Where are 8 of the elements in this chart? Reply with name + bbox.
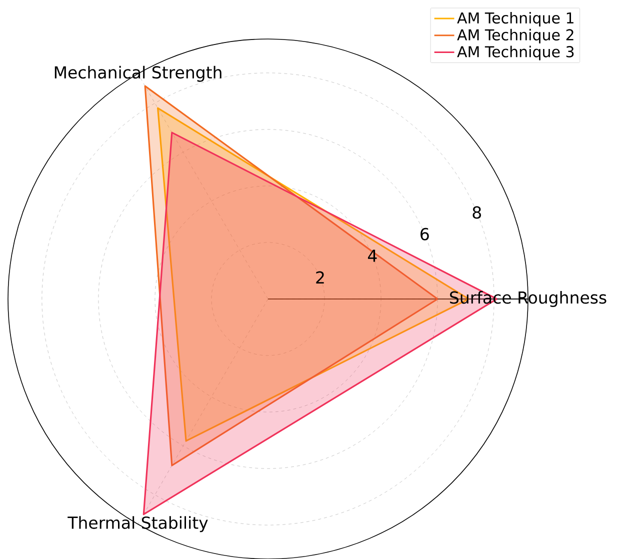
- y-tick-label: 2: [316, 271, 324, 284]
- spoke-label: Thermal Stability: [68, 516, 208, 532]
- legend-label: AM Technique 3: [457, 46, 574, 60]
- y-tick-label: 6: [420, 228, 429, 240]
- y-tick-label: 4: [368, 250, 377, 262]
- legend-label: AM Technique 1: [457, 12, 574, 27]
- legend-label: AM Technique 2: [457, 28, 574, 44]
- y-tick-label: 8: [472, 206, 481, 219]
